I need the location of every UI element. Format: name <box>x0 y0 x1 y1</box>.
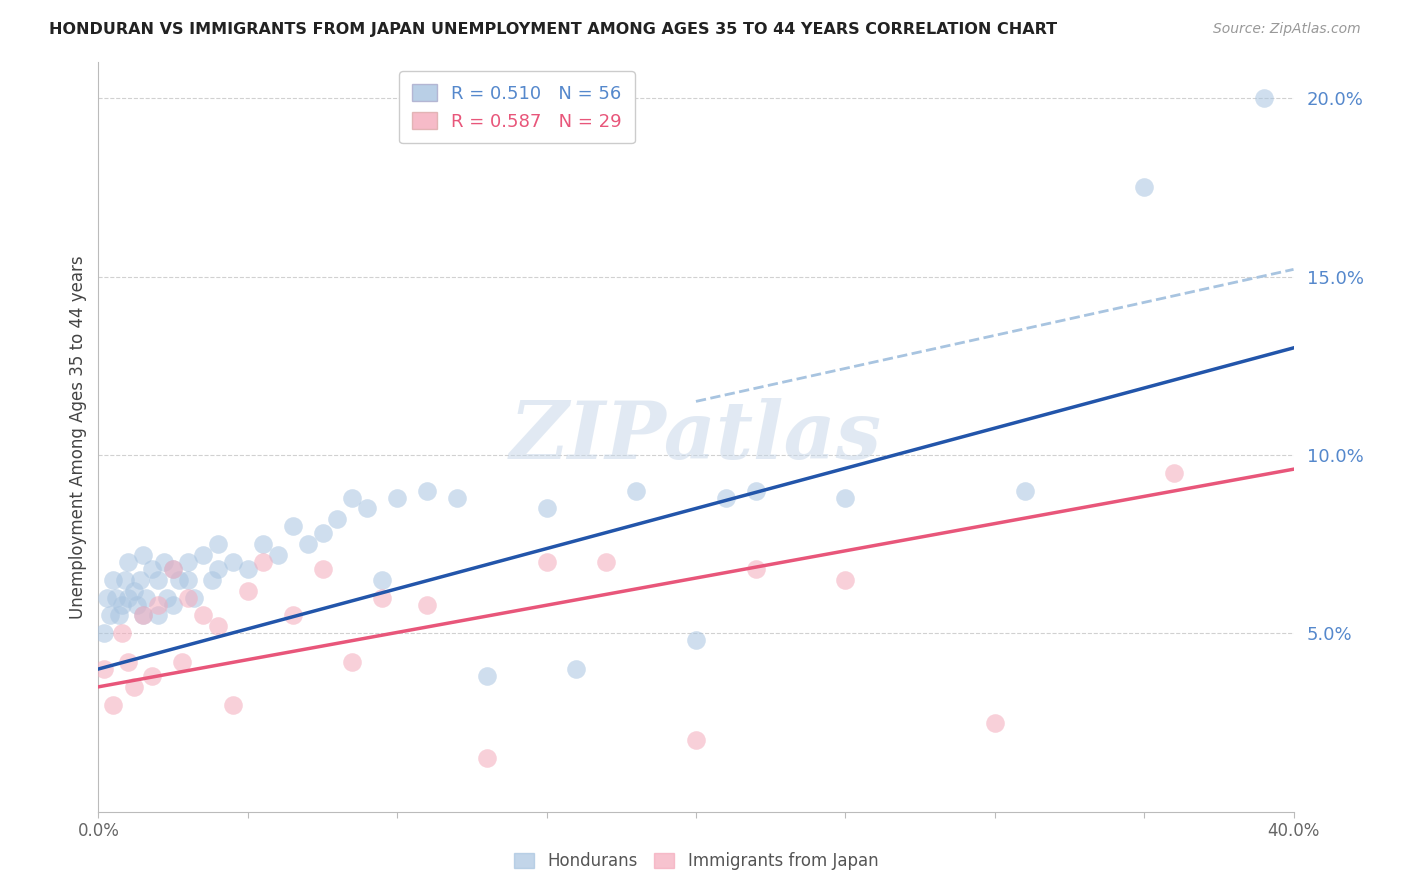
Point <box>475 751 498 765</box>
Point <box>236 562 259 576</box>
Point <box>536 501 558 516</box>
Y-axis label: Unemployment Among Ages 35 to 44 years: Unemployment Among Ages 35 to 44 years <box>69 255 87 619</box>
Point <box>103 698 125 712</box>
Point <box>297 537 319 551</box>
Legend: Hondurans, Immigrants from Japan: Hondurans, Immigrants from Japan <box>506 844 886 879</box>
Point <box>114 573 136 587</box>
Point <box>124 583 146 598</box>
Point <box>191 608 214 623</box>
Point <box>183 591 205 605</box>
Point <box>156 591 179 605</box>
Point <box>1133 180 1156 194</box>
Point <box>162 562 184 576</box>
Point <box>207 619 229 633</box>
Point <box>117 655 139 669</box>
Point <box>342 655 364 669</box>
Point <box>148 608 170 623</box>
Text: HONDURAN VS IMMIGRANTS FROM JAPAN UNEMPLOYMENT AMONG AGES 35 TO 44 YEARS CORRELA: HONDURAN VS IMMIGRANTS FROM JAPAN UNEMPL… <box>49 22 1057 37</box>
Point <box>1253 91 1275 105</box>
Point <box>565 662 588 676</box>
Point <box>177 591 200 605</box>
Point <box>132 608 155 623</box>
Point <box>685 633 707 648</box>
Point <box>141 669 163 683</box>
Point <box>222 698 245 712</box>
Point <box>124 680 146 694</box>
Point <box>111 626 134 640</box>
Point <box>141 562 163 576</box>
Point <box>745 562 768 576</box>
Point <box>103 573 125 587</box>
Point <box>281 608 304 623</box>
Point <box>105 591 128 605</box>
Point <box>311 562 333 576</box>
Point <box>201 573 224 587</box>
Point <box>148 598 170 612</box>
Point <box>236 583 259 598</box>
Point <box>135 591 157 605</box>
Point <box>595 555 617 569</box>
Point <box>111 598 134 612</box>
Point <box>132 548 155 562</box>
Point <box>984 715 1007 730</box>
Point <box>326 512 349 526</box>
Point <box>536 555 558 569</box>
Point <box>129 573 152 587</box>
Point <box>148 573 170 587</box>
Point <box>1014 483 1036 498</box>
Point <box>416 598 439 612</box>
Point <box>222 555 245 569</box>
Point <box>834 491 856 505</box>
Point <box>356 501 378 516</box>
Point <box>626 483 648 498</box>
Point <box>685 733 707 747</box>
Point <box>207 562 229 576</box>
Point <box>252 537 274 551</box>
Point <box>117 555 139 569</box>
Point <box>117 591 139 605</box>
Point <box>127 598 149 612</box>
Point <box>191 548 214 562</box>
Point <box>108 608 131 623</box>
Point <box>1163 466 1185 480</box>
Point <box>475 669 498 683</box>
Point <box>93 662 115 676</box>
Point <box>93 626 115 640</box>
Point <box>342 491 364 505</box>
Point <box>281 519 304 533</box>
Point <box>385 491 409 505</box>
Point <box>834 573 856 587</box>
Text: Source: ZipAtlas.com: Source: ZipAtlas.com <box>1213 22 1361 37</box>
Point <box>311 526 333 541</box>
Point <box>177 573 200 587</box>
Point <box>96 591 118 605</box>
Point <box>177 555 200 569</box>
Point <box>132 608 155 623</box>
Point <box>172 655 194 669</box>
Point <box>162 598 184 612</box>
Point <box>267 548 290 562</box>
Point <box>745 483 768 498</box>
Point <box>371 591 394 605</box>
Point <box>207 537 229 551</box>
Point <box>98 608 122 623</box>
Point <box>153 555 176 569</box>
Point <box>252 555 274 569</box>
Point <box>167 573 190 587</box>
Point <box>446 491 468 505</box>
Point <box>162 562 184 576</box>
Text: ZIPatlas: ZIPatlas <box>510 399 882 475</box>
Point <box>371 573 394 587</box>
Point <box>416 483 439 498</box>
Point <box>714 491 737 505</box>
